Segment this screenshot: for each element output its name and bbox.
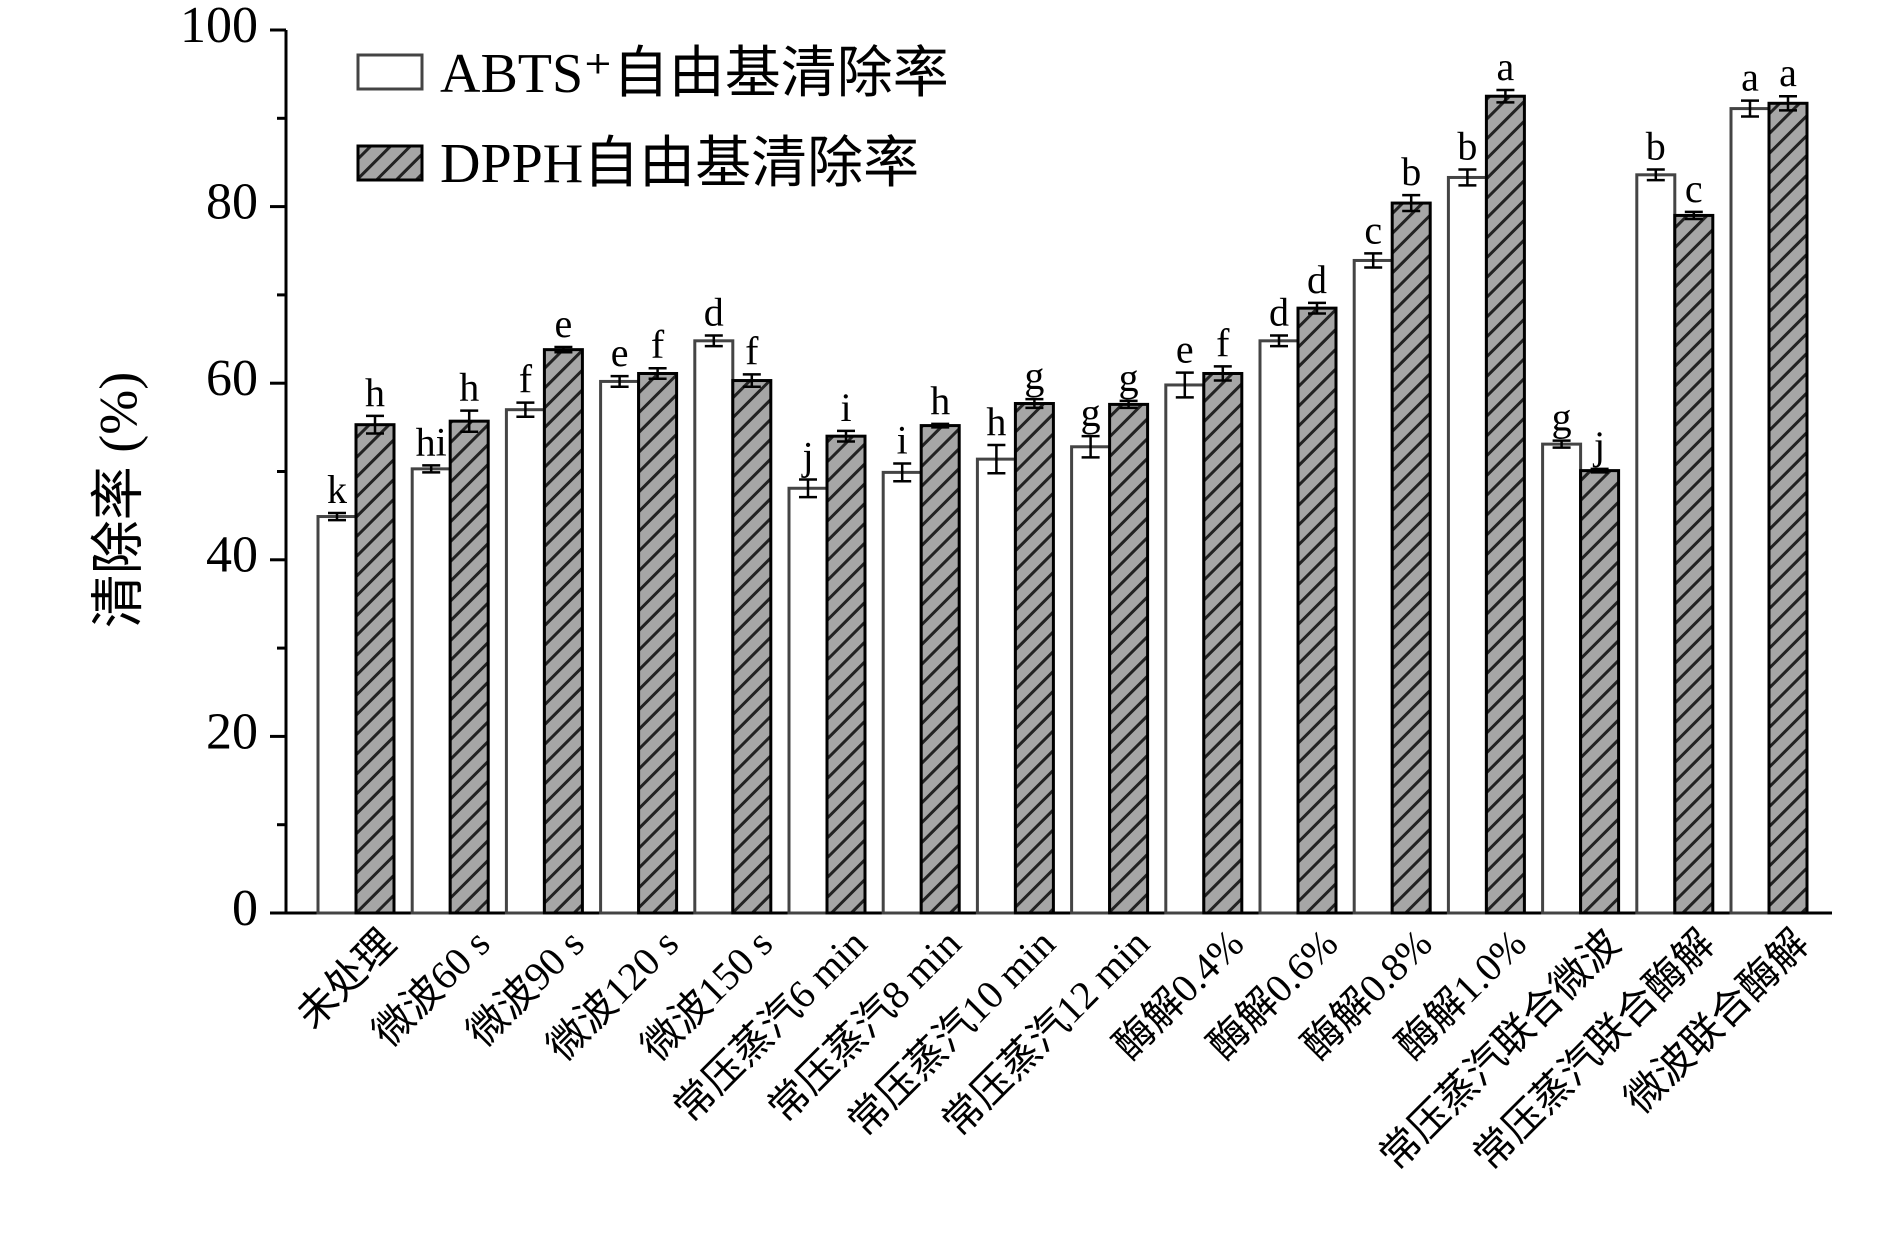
bar-dpph: [1390, 201, 1432, 915]
bar-abts: [1541, 442, 1583, 915]
bar-dpph: [1108, 402, 1150, 915]
significance-letter: d: [1269, 290, 1289, 335]
bar-abts: [1635, 173, 1677, 915]
bar-abts: [316, 515, 358, 915]
bar-abts: [881, 470, 923, 915]
significance-letter: h: [459, 365, 479, 410]
significance-letter: f: [745, 328, 759, 373]
y-tick-label: 60: [206, 350, 258, 407]
significance-letter: f: [1216, 320, 1230, 365]
bar-dpph: [1202, 371, 1244, 915]
significance-letter: f: [651, 322, 665, 367]
significance-letter: e: [1176, 327, 1194, 372]
significance-letter: h: [930, 378, 950, 423]
significance-letter: hi: [416, 419, 447, 464]
bar-abts: [599, 379, 641, 915]
bar-dpph: [1296, 306, 1338, 915]
bar-dpph: [1484, 94, 1526, 915]
bar-dpph: [637, 371, 679, 915]
significance-letter: d: [1307, 257, 1327, 302]
bar-dpph: [542, 348, 584, 915]
significance-letter: k: [327, 467, 347, 512]
significance-letter: e: [611, 330, 629, 375]
bar-abts: [504, 408, 546, 915]
bar-dpph: [1767, 101, 1809, 915]
y-axis-ticks: 0 20 40 60 80 100: [180, 0, 286, 937]
significance-letter: a: [1497, 44, 1515, 89]
significance-letter: g: [1081, 390, 1101, 435]
y-tick-label: 80: [206, 174, 258, 231]
significance-letter: a: [1741, 55, 1759, 100]
y-tick-label: 0: [232, 880, 258, 937]
significance-letter: b: [1401, 149, 1421, 194]
bar-dpph: [1673, 213, 1715, 915]
bar-dpph: [1013, 402, 1055, 915]
significance-letter: h: [365, 370, 385, 415]
y-tick-label: 40: [206, 527, 258, 584]
y-axis-label: 清除率 (%): [88, 372, 148, 628]
significance-letter: h: [986, 399, 1006, 444]
bar-dpph: [825, 434, 867, 915]
bar-abts: [975, 457, 1017, 915]
legend-swatch-abts: [356, 53, 424, 91]
bar-abts: [787, 486, 829, 915]
significance-letter: i: [840, 385, 851, 430]
bar-abts: [1352, 258, 1394, 915]
significance-letter: f: [519, 357, 533, 402]
bar-dpph: [919, 424, 961, 915]
significance-letter: e: [555, 301, 573, 346]
y-tick-label: 20: [206, 703, 258, 760]
significance-letter: i: [897, 418, 908, 463]
significance-letter: g: [1552, 395, 1572, 440]
bar-dpph: [1579, 469, 1621, 915]
bar-dpph: [354, 423, 396, 915]
significance-letter: j: [1592, 423, 1605, 468]
significance-letter: b: [1646, 124, 1666, 169]
significance-letter: c: [1685, 166, 1703, 211]
significance-letter: a: [1779, 50, 1797, 95]
y-tick-label: 100: [180, 0, 258, 54]
significance-letter: g: [1024, 353, 1044, 398]
significance-letter: d: [704, 290, 724, 335]
bar-abts: [1258, 339, 1300, 915]
bar-dpph: [731, 379, 773, 915]
bar-abts: [410, 467, 452, 915]
bar-abts: [693, 339, 735, 915]
bar-abts: [1729, 107, 1771, 915]
legend-label-abts: ABTS⁺自由基清除率: [440, 43, 949, 105]
bar-dpph: [448, 419, 490, 915]
bar-abts: [1164, 383, 1206, 915]
significance-letter: b: [1457, 124, 1477, 169]
legend-swatch-dpph: [356, 144, 424, 182]
legend-label-dpph: DPPH自由基清除率: [440, 133, 919, 195]
significance-letter: g: [1119, 355, 1139, 400]
significance-letter: c: [1364, 207, 1382, 252]
legend: ABTS⁺自由基清除率 DPPH自由基清除率: [356, 43, 949, 195]
significance-letter: j: [800, 433, 813, 478]
bar-abts: [1446, 175, 1488, 915]
bar-abts: [1070, 445, 1112, 915]
